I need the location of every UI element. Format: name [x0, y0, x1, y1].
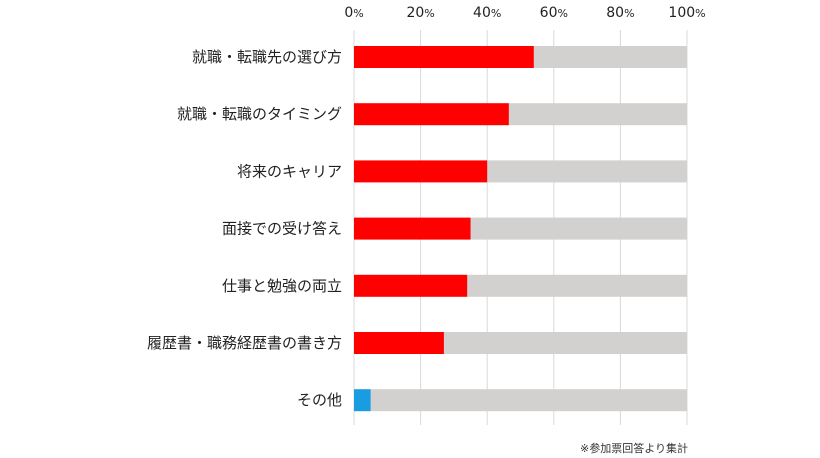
bar-value-6 [354, 389, 371, 412]
bar-remainder-5 [443, 332, 687, 354]
category-label-6: その他 [297, 391, 342, 409]
x-tick-unit: % [557, 7, 567, 20]
x-tick-number: 20 [406, 5, 424, 21]
bars [354, 46, 687, 412]
bar-remainder-0 [533, 46, 687, 68]
x-tick-number: 40 [473, 5, 491, 21]
x-tick-label-20: 20% [406, 5, 434, 21]
x-tick-label-100: 100% [668, 5, 705, 21]
bar-remainder-6 [370, 389, 687, 412]
category-label-2: 将来のキャリア [237, 162, 342, 180]
x-tick-number: 0 [344, 5, 353, 21]
category-labels: 就職・転職先の選び方就職・転職のタイミング将来のキャリア面接での受け答え仕事と勉… [147, 48, 342, 409]
bar-remainder-1 [508, 103, 687, 126]
x-tick-label-80: 80% [606, 5, 634, 21]
bar-value-2 [354, 160, 488, 183]
x-tick-unit: % [424, 7, 434, 20]
x-tick-unit: % [491, 7, 501, 20]
category-label-1: 就職・転職のタイミング [177, 105, 342, 123]
bar-remainder-4 [467, 274, 687, 297]
x-tick-number: 100 [668, 5, 695, 21]
category-label-5: 履歴書・職務経歴書の書き方 [147, 334, 342, 352]
x-tick-number: 80 [606, 5, 624, 21]
x-tick-number: 60 [540, 5, 558, 21]
x-tick-unit: % [624, 7, 634, 20]
bar-value-4 [354, 274, 468, 297]
x-axis-ticks: 0% 20% 40% 60% 80% 100% [344, 5, 705, 21]
category-label-0: 就職・転職先の選び方 [192, 48, 342, 66]
bar-value-5 [354, 332, 444, 354]
category-label-4: 仕事と勉強の両立 [222, 277, 342, 295]
bar-value-0 [354, 46, 534, 68]
x-tick-label-60: 60% [540, 5, 568, 21]
bar-remainder-3 [470, 217, 687, 240]
x-tick-label-0: 0% [344, 5, 363, 21]
x-tick-label-40: 40% [473, 5, 501, 21]
x-tick-unit: % [695, 7, 705, 20]
bar-value-3 [354, 217, 471, 240]
source-note: ※参加票回答より集計 [580, 442, 688, 455]
x-tick-unit: % [353, 7, 363, 20]
category-label-3: 面接での受け答え [222, 220, 342, 238]
bar-remainder-2 [487, 160, 687, 183]
bar-value-1 [354, 103, 509, 126]
